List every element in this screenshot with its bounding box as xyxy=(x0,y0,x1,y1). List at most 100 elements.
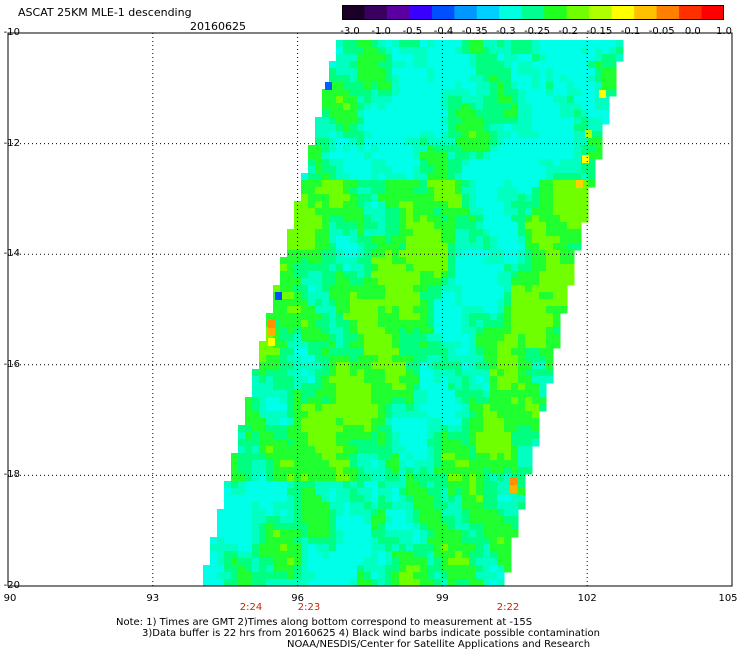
swath-cell xyxy=(385,131,393,139)
swath-cell xyxy=(497,110,505,118)
swath-cell xyxy=(322,278,330,286)
swath-cell xyxy=(448,68,456,76)
swath-cell xyxy=(595,131,603,139)
swath-cell xyxy=(483,61,491,69)
swath-cell xyxy=(497,271,505,279)
swath-cell xyxy=(511,208,519,216)
swath-cell xyxy=(266,376,274,384)
swath-cell xyxy=(273,579,281,587)
swath-cell xyxy=(287,334,295,342)
swath-cell xyxy=(385,257,393,265)
swath-cell xyxy=(378,537,386,545)
swath-cell xyxy=(287,362,295,370)
swath-cell xyxy=(469,320,477,328)
swath-cell xyxy=(301,348,309,356)
swath-cell xyxy=(511,243,519,251)
swath-cell xyxy=(490,103,498,111)
swath-cell xyxy=(574,103,582,111)
colorbar-tick-label: 0.0 xyxy=(684,26,701,37)
swath-cell xyxy=(343,439,351,447)
swath-cell xyxy=(385,110,393,118)
swath-cell xyxy=(371,103,379,111)
swath-cell xyxy=(532,82,540,90)
swath-cell xyxy=(483,54,491,62)
swath-cell xyxy=(308,355,316,363)
swath-cell xyxy=(371,425,379,433)
swath-cell xyxy=(567,96,575,104)
swath-cell xyxy=(357,124,365,132)
swath-cell xyxy=(280,579,288,587)
swath-cell xyxy=(427,257,435,265)
swath-cell xyxy=(406,229,414,237)
swath-cell xyxy=(308,460,316,468)
swath-cell xyxy=(406,467,414,475)
swath-cell xyxy=(385,565,393,573)
pass-time-label: 2:23 xyxy=(297,602,321,613)
swath-cell xyxy=(371,439,379,447)
swath-cell xyxy=(497,82,505,90)
swath-cell xyxy=(511,299,519,307)
swath-cell xyxy=(413,278,421,286)
swath-cell xyxy=(406,138,414,146)
swath-cell xyxy=(308,376,316,384)
swath-cell xyxy=(511,278,519,286)
swath-cell xyxy=(476,215,484,223)
swath-cell xyxy=(511,460,519,468)
swath-cell xyxy=(490,75,498,83)
swath-cell xyxy=(434,320,442,328)
swath-cell xyxy=(266,495,274,503)
swath-cell xyxy=(420,411,428,419)
swath-cell xyxy=(525,313,533,321)
swath-cell xyxy=(413,341,421,349)
swath-cell xyxy=(364,467,372,475)
swath-cell xyxy=(455,551,463,559)
swath-cell xyxy=(525,432,533,440)
swath-cell xyxy=(287,278,295,286)
swath-cell xyxy=(273,537,281,545)
swath-cell xyxy=(567,117,575,125)
swath-cell xyxy=(245,572,253,580)
swath-cell xyxy=(252,509,260,517)
swath-cell xyxy=(399,173,407,181)
swath-cell xyxy=(497,481,505,489)
swath-cell xyxy=(357,40,365,48)
swath-cell xyxy=(532,348,540,356)
swath-cell xyxy=(455,320,463,328)
swath-cell xyxy=(287,292,295,300)
swath-cell xyxy=(539,61,547,69)
swath-cell xyxy=(343,47,351,55)
swath-cell xyxy=(378,460,386,468)
swath-cell xyxy=(546,250,554,258)
swath-cell xyxy=(462,264,470,272)
swath-cell xyxy=(259,530,267,538)
swath-cell xyxy=(350,278,358,286)
swath-cell xyxy=(329,89,337,97)
swath-cell xyxy=(462,418,470,426)
swath-cell xyxy=(581,194,589,202)
swath-cell xyxy=(441,68,449,76)
swath-cell xyxy=(406,96,414,104)
swath-cell xyxy=(588,138,596,146)
swath-cell xyxy=(371,397,379,405)
swath-cell xyxy=(490,187,498,195)
swath-cell xyxy=(336,369,344,377)
swath-cell xyxy=(350,40,358,48)
swath-cell xyxy=(385,103,393,111)
swath-cell xyxy=(490,313,498,321)
swath-cell xyxy=(371,474,379,482)
swath-cell xyxy=(385,222,393,230)
swath-cell xyxy=(322,180,330,188)
swath-cell xyxy=(588,180,596,188)
swath-cell xyxy=(413,411,421,419)
swath-cell xyxy=(308,145,316,153)
swath-cell xyxy=(511,376,519,384)
swath-cell xyxy=(399,404,407,412)
swath-cell xyxy=(259,474,267,482)
swath-cell xyxy=(315,537,323,545)
swath-cell xyxy=(350,75,358,83)
swath-cell xyxy=(497,264,505,272)
swath-cell xyxy=(532,306,540,314)
swath-cell xyxy=(420,187,428,195)
swath-cell xyxy=(308,481,316,489)
swath-cell xyxy=(504,558,512,566)
